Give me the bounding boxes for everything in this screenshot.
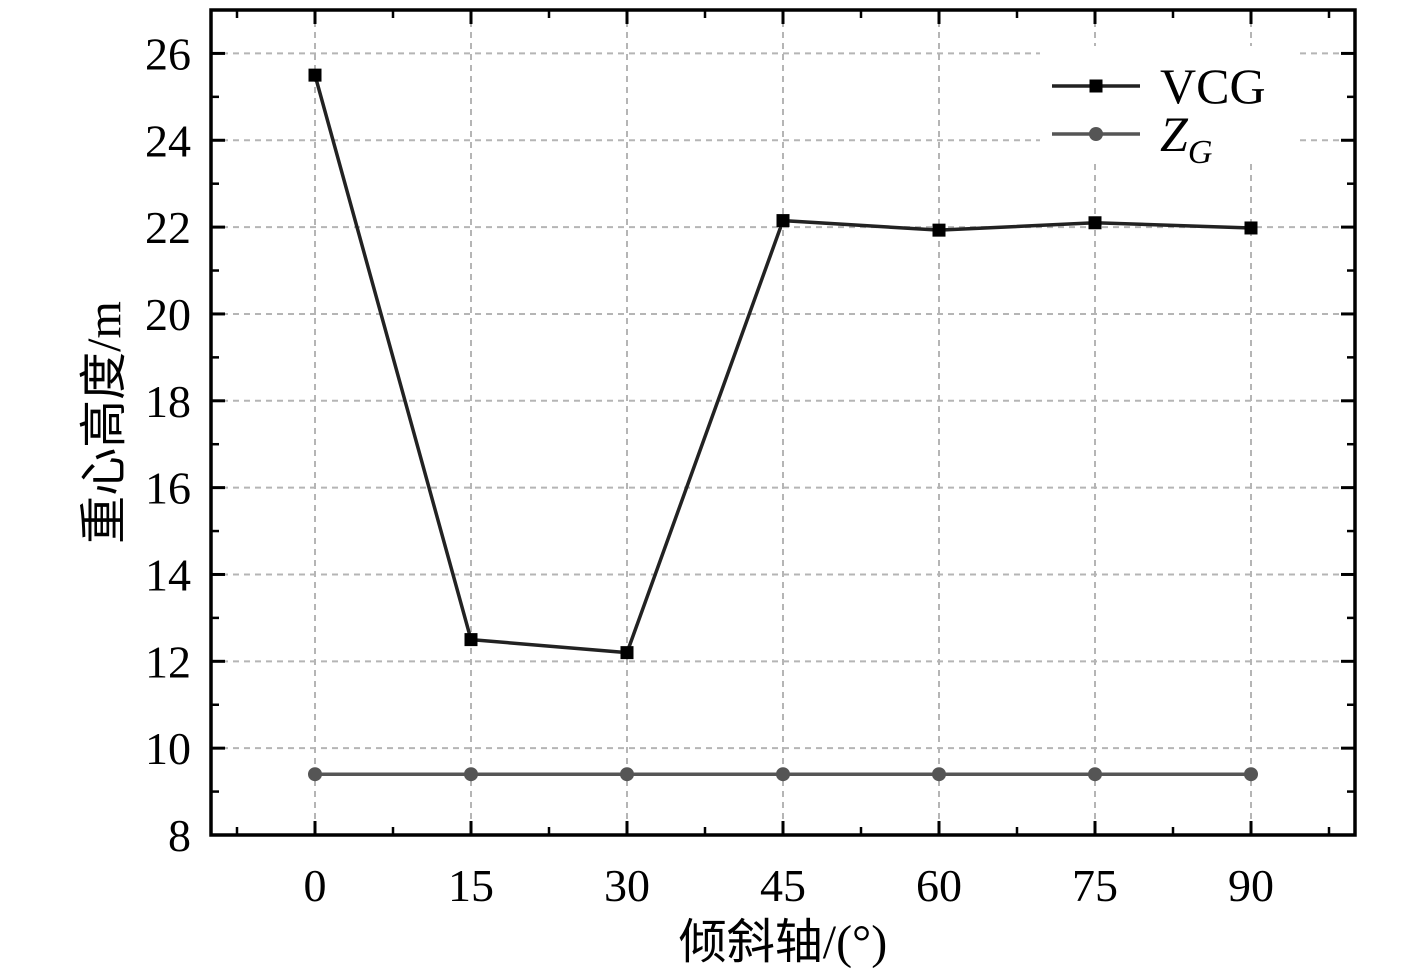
series-2 [308,767,1258,782]
data-point [1088,216,1102,230]
y-tick-labels: 8 10 12 14 16 18 20 22 24 26 [145,28,191,861]
series-1 [308,68,1258,660]
data-point [308,767,322,782]
y-tick-label: 10 [145,723,191,774]
y-axis-title: 重心高度/m [78,301,131,544]
y-tick-label: 8 [168,810,191,861]
x-tick-labels: 0 15 30 45 60 75 90 [304,860,1275,911]
x-tick-label: 0 [304,860,327,911]
y-tick-label: 24 [145,115,191,166]
y-tick-label: 26 [145,28,191,79]
x-tick-label: 60 [916,860,962,911]
data-point [776,767,790,782]
data-point [1244,221,1258,235]
data-point [464,633,478,647]
y-tick-label: 20 [145,289,191,340]
y-tick-label: 16 [145,463,191,514]
plot-frame [209,8,1357,837]
data-point [620,767,634,782]
data-point [776,214,790,228]
legend-box [1040,46,1300,164]
x-tick-label: 15 [448,860,494,911]
legend-label: VCG [1160,58,1266,114]
x-tick-label: 90 [1228,860,1274,911]
y-tick-label: 22 [145,202,191,253]
legend-label: ZG [1160,106,1212,171]
data-point [932,223,946,237]
y-tick-label: 18 [145,376,191,427]
data-point [620,646,634,660]
legend-marker [1089,79,1103,93]
major-ticks [211,10,1355,837]
data-point [308,68,322,82]
minor-ticks [211,10,1355,835]
legend-item: VCG [1052,58,1266,114]
legend-label-subscript: G [1188,134,1213,171]
y-tick-label: 14 [145,549,191,600]
x-axis-title: 倾斜轴/(°) [679,916,888,969]
y-tick-label: 12 [145,636,191,687]
grid-lines [211,10,1355,835]
data-point [464,767,478,782]
x-tick-label: 75 [1072,860,1118,911]
data-point [1244,767,1258,782]
legend-label-main: Z [1160,106,1189,162]
data-point [1088,767,1102,782]
data-point [932,767,946,782]
x-tick-label: 30 [604,860,650,911]
legend-item: ZG [1052,106,1212,171]
x-tick-label: 45 [760,860,806,911]
series-layer [308,68,1258,782]
legend-marker [1089,127,1103,141]
